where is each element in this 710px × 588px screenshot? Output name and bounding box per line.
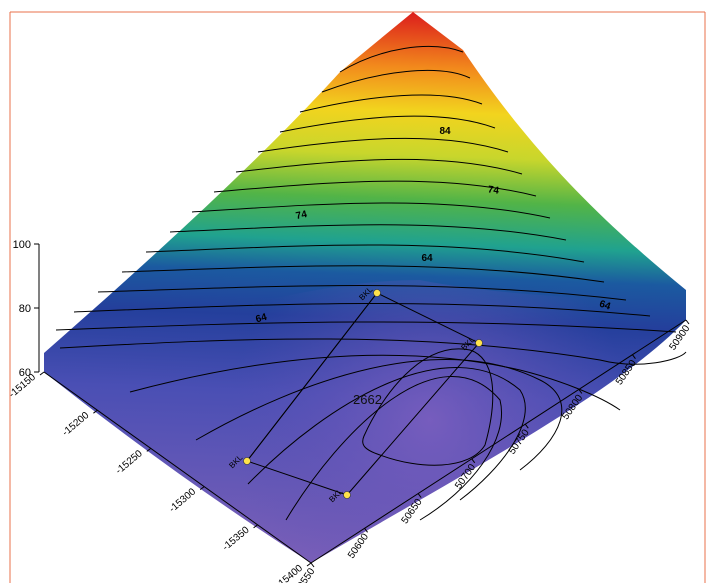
contour-label: 74 bbox=[295, 209, 309, 222]
well-marker bbox=[373, 289, 381, 297]
left-axis-tick bbox=[146, 447, 152, 452]
contour-label: 64 bbox=[255, 312, 269, 326]
left-axis-tick bbox=[39, 371, 45, 376]
right-axis-tick bbox=[310, 562, 315, 568]
well-marker bbox=[243, 457, 251, 465]
left-axis-tick bbox=[93, 409, 98, 414]
z-axis: 60 80 100 bbox=[13, 239, 40, 379]
center-annotation: 2662 bbox=[353, 392, 382, 407]
z-axis-tick-label: 80 bbox=[19, 303, 31, 315]
right-axis-tick bbox=[578, 389, 583, 394]
contour-label: 64 bbox=[421, 253, 433, 264]
right-axis-tick bbox=[524, 423, 529, 429]
z-axis-tick-label: 60 bbox=[19, 367, 31, 379]
right-axis-tick bbox=[364, 527, 368, 533]
left-axis-tick bbox=[253, 524, 258, 529]
left-axis-tick bbox=[306, 562, 312, 567]
well-marker bbox=[343, 491, 351, 499]
right-axis-tick bbox=[471, 458, 476, 464]
right-axis-tick bbox=[685, 319, 690, 325]
right-axis-tick bbox=[632, 354, 636, 360]
contour-label: 84 bbox=[439, 126, 451, 137]
z-axis-tick-label: 100 bbox=[13, 239, 31, 251]
left-axis-tick-label: -15350 bbox=[221, 524, 252, 553]
right-base-axis bbox=[310, 319, 687, 564]
contour-labels: 84 74 74 64 64 64 bbox=[255, 126, 613, 325]
left-axis-tick bbox=[199, 486, 205, 491]
contour-lines bbox=[55, 46, 687, 521]
well-diagonal bbox=[246, 292, 378, 462]
well-marker bbox=[475, 339, 483, 347]
left-base-axis bbox=[43, 371, 312, 564]
contour-label: 64 bbox=[598, 299, 612, 313]
left-axis-tick-label: -15200 bbox=[60, 410, 91, 439]
right-axis-tick bbox=[417, 493, 422, 498]
contour-label: 74 bbox=[487, 184, 500, 197]
left-axis-tick-label: -15300 bbox=[167, 486, 198, 515]
left-axis-tick-label: -15250 bbox=[114, 448, 145, 477]
